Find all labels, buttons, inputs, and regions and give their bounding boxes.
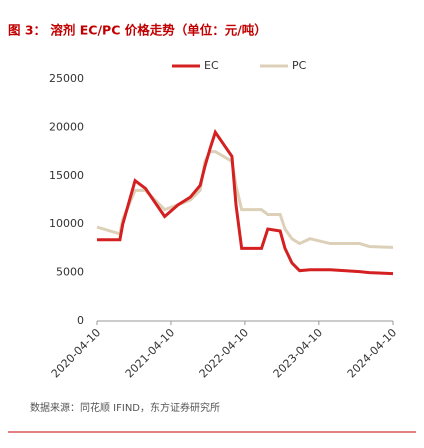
chart-title: 图 3： 溶剂 EC/PC 价格走势（单位：元/吨） <box>8 23 267 38</box>
y-tick-label: 0 <box>77 314 84 327</box>
series-line <box>97 128 394 276</box>
x-tick-label: 2022-04-10 <box>197 326 251 380</box>
y-tick-label: 15000 <box>49 169 84 182</box>
series-line <box>96 150 394 249</box>
legend-label: EC <box>204 59 219 72</box>
y-tick-label: 10000 <box>49 217 84 230</box>
x-tick-label: 2020-04-10 <box>49 326 103 380</box>
source: 数据来源：同花顺 IFIND，东方证券研究所 <box>30 401 220 414</box>
y-tick-label: 25000 <box>49 72 84 85</box>
y-tick-label: 20000 <box>49 120 84 133</box>
x-tick-label: 2024-04-10 <box>345 326 399 380</box>
y-tick-label: 5000 <box>56 266 84 279</box>
x-tick-label: 2021-04-10 <box>123 326 177 380</box>
legend-label: PC <box>292 59 307 72</box>
x-tick-label: 2023-04-10 <box>271 326 325 380</box>
